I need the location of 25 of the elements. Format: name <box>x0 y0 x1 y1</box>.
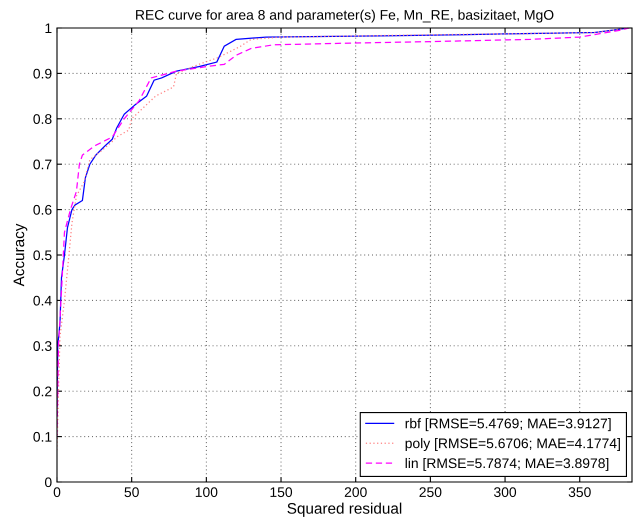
x-axis-title: Squared residual <box>287 502 402 517</box>
y-tick-label: 0.7 <box>33 160 52 170</box>
legend-label: lin [RMSE=5.7874; MAE=3.8978] <box>406 458 608 471</box>
y-axis-title: Accuracy <box>14 224 28 286</box>
legend-label: poly [RMSE=5.6706; MAE=4.1774] <box>406 438 620 451</box>
x-tick-label: 250 <box>419 487 442 498</box>
x-tick-label: 50 <box>124 487 139 498</box>
y-tick-label: 0.3 <box>33 341 52 351</box>
y-tick-label: 0.1 <box>33 432 52 442</box>
x-tick-label: 150 <box>270 487 292 498</box>
y-tick-label: 0 <box>44 477 52 488</box>
y-tick-label: 0.2 <box>33 386 52 396</box>
legend-label: rbf [RMSE=5.4769; MAE=3.9127] <box>406 418 611 432</box>
x-tick-label: 0 <box>54 487 60 498</box>
y-tick-label: 0.9 <box>33 68 52 79</box>
chart-title: REC curve for area 8 and parameter(s) Fe, Mn_RE, basizitaet, MgO <box>136 10 554 23</box>
y-tick-label: 0.6 <box>33 204 52 215</box>
y-tick-label: 0.5 <box>33 250 52 260</box>
x-tick-label: 300 <box>494 487 516 498</box>
x-tick-label: 100 <box>196 487 218 498</box>
y-tick-label: 0.8 <box>33 114 52 124</box>
x-tick-label: 350 <box>568 487 591 498</box>
y-tick-label: 1 <box>45 23 52 34</box>
y-tick-label: 0.4 <box>33 296 52 306</box>
x-tick-label: 200 <box>344 487 367 498</box>
